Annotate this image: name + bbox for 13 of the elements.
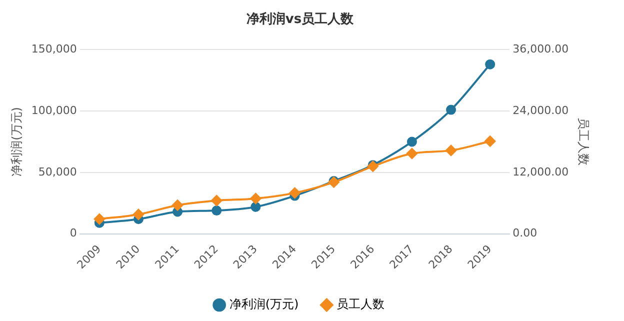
y-axis-title: 净利润(万元)	[9, 107, 24, 176]
y2-axis-title: 员工人数	[576, 118, 591, 166]
y2-tick-label: 12,000.00	[512, 165, 569, 178]
y-tick-label: 50,000	[38, 165, 77, 178]
y-tick-label: 150,000	[31, 42, 77, 56]
y2-tick-label: 24,000.00	[512, 104, 569, 117]
legend-label: 员工人数	[336, 297, 385, 312]
chart-title: 净利润vs员工人数	[246, 11, 355, 28]
legend-label: 净利润(万元)	[229, 297, 299, 312]
y-tick-label: 100,000	[31, 104, 77, 117]
y-tick-label: 0	[70, 226, 77, 240]
y2-tick-label: 36,000.00	[512, 42, 569, 56]
y2-tick-label: 0.00	[512, 226, 538, 240]
